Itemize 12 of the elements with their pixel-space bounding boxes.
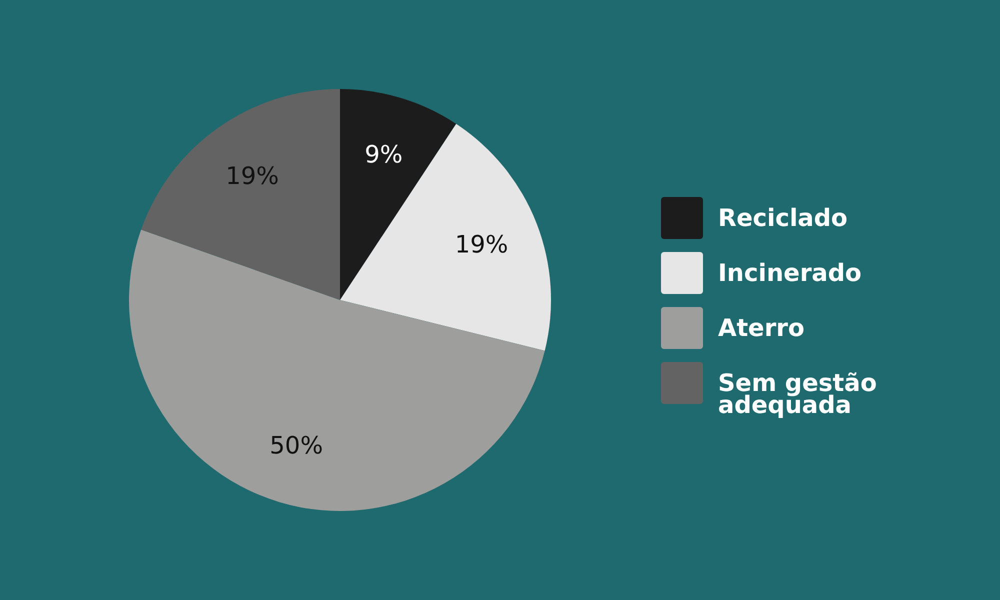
legend-label: Reciclado	[718, 204, 848, 232]
data-label: 9%	[364, 140, 403, 168]
pie-slice	[340, 89, 456, 300]
data-label: 19%	[226, 162, 279, 190]
pie-slice	[141, 89, 340, 300]
legend-label: Incinerado	[718, 259, 862, 287]
legend-label: Sem gestão adequada	[718, 369, 877, 419]
pie-slice	[129, 230, 545, 511]
legend-label: Aterro	[718, 314, 804, 342]
pie-slice	[340, 124, 551, 351]
data-label: 19%	[454, 230, 508, 259]
data-label: 50%	[270, 432, 324, 460]
